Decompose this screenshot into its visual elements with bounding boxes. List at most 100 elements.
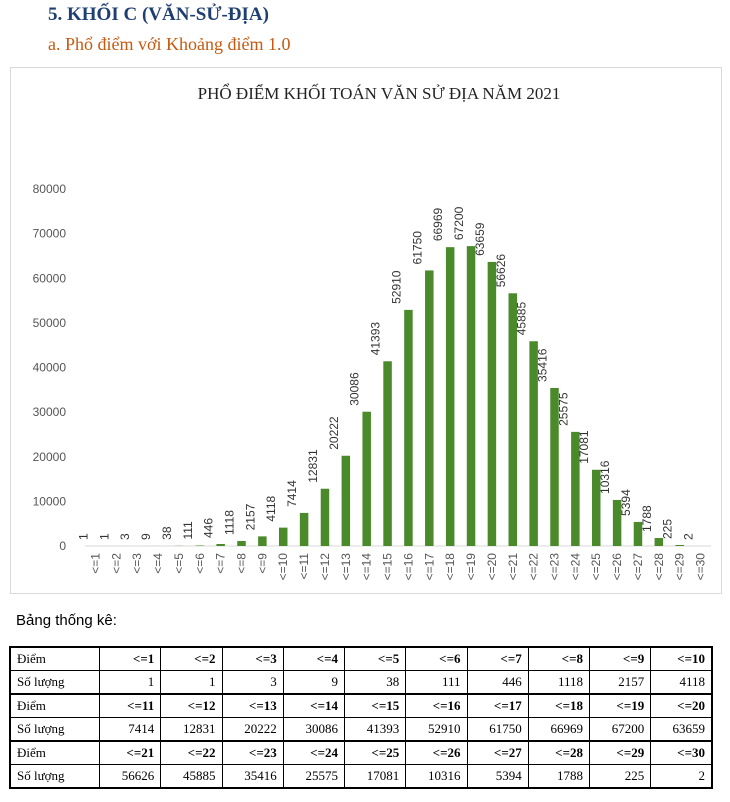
data-label: 2157: [243, 503, 257, 530]
y-tick-label: 20000: [33, 450, 67, 464]
x-tick-label: <=27: [631, 553, 645, 581]
table-cell-so-luong: 17081: [343, 764, 407, 789]
bar: [362, 411, 371, 546]
table-cell-so-luong: 1118: [527, 670, 591, 695]
x-tick-label: <=14: [360, 553, 374, 581]
table-cell-so-luong: 67200: [588, 717, 652, 742]
x-tick-label: <=5: [172, 553, 186, 574]
table-cell-diem: <=1: [98, 646, 162, 671]
bar: [612, 499, 622, 546]
table-cell-diem: <=26: [405, 740, 468, 765]
data-label: 61750: [410, 231, 424, 265]
y-tick-label: 40000: [33, 361, 67, 375]
data-label: 111: [181, 521, 195, 540]
table-cell-so-luong: 66969: [527, 717, 591, 742]
x-tick-label: <=1: [88, 553, 102, 574]
data-label: 30086: [348, 372, 362, 406]
bar: [571, 431, 580, 546]
x-tick-label: <=25: [589, 553, 603, 581]
x-tick-label: <=3: [130, 553, 144, 574]
bar: [320, 488, 330, 546]
x-tick-label: <=29: [673, 553, 687, 581]
table-cell-diem: <=21: [98, 740, 162, 765]
bar: [529, 341, 538, 546]
bar-chart: PHỔ ĐIỂM KHỐI TOÁN VĂN SỬ ĐỊA NĂM 2021 0…: [33, 83, 711, 581]
table-cell-diem: <=29: [588, 740, 652, 765]
x-tick-label: <=2: [109, 553, 123, 574]
table-cell-so-luong: 2: [650, 764, 713, 789]
data-label: 17081: [577, 430, 591, 464]
chart-container: PHỔ ĐIỂM KHỐI TOÁN VĂN SỬ ĐỊA NĂM 2021 0…: [10, 67, 722, 594]
y-tick-label: 70000: [33, 227, 67, 241]
bar: [341, 455, 351, 546]
x-tick-label: <=9: [255, 553, 269, 574]
data-label: 1: [76, 533, 90, 540]
bar: [550, 387, 559, 546]
x-tick-label: <=4: [151, 553, 165, 574]
data-label: 41393: [369, 322, 383, 356]
table-cell-so-luong: 9: [282, 670, 346, 695]
y-tick-label: 0: [59, 539, 66, 553]
table-cell-diem: <=13: [221, 693, 284, 718]
data-label: 1118: [223, 510, 237, 535]
table-cell-so-luong: 2157: [588, 670, 652, 695]
table-cell-diem: <=15: [343, 693, 407, 718]
stats-caption: Bảng thống kê:: [16, 612, 117, 629]
x-tick-label: <=23: [548, 553, 562, 581]
table-row-so-luong: Số lượng 1 1 3 9 38 111 446 1118 2157 4118: [9, 670, 713, 695]
stats-table: Điểm <=1 <=2 <=3 <=4 <=5 <=6 <=7 <=8 <=9 <=10 Số lư…: [9, 646, 713, 789]
x-tick-label: <=6: [193, 553, 207, 574]
x-tick-label: <=12: [318, 553, 332, 581]
data-label: 4118: [264, 495, 278, 521]
table-cell-diem: <=24: [282, 740, 346, 765]
table-cell-diem: <=3: [221, 646, 284, 671]
data-label: 66969: [431, 207, 445, 241]
x-tick-label: <=15: [381, 553, 395, 581]
data-label: 1: [97, 533, 111, 540]
y-tick-label: 30000: [33, 405, 67, 419]
table-cell-so-luong: 7414: [98, 717, 162, 742]
table-cell-so-luong: 30086: [282, 717, 346, 742]
data-label: 63659: [473, 222, 487, 256]
bar: [508, 293, 518, 546]
data-label: 2: [682, 533, 696, 540]
bar: [258, 536, 267, 546]
section-heading: 5. KHỐI C (VĂN-SỬ-ĐỊA): [48, 4, 269, 25]
bar: [216, 544, 225, 546]
table-row-diem: Điểm <=21 <=22 <=23 <=24 <=25 <=26 <=27 <=28 <=29…: [9, 740, 713, 765]
table-cell-so-luong: 1: [98, 670, 162, 695]
table-cell-diem: <=10: [650, 646, 713, 671]
bar: [237, 541, 246, 546]
x-tick-label: <=22: [527, 553, 541, 581]
table-cell-diem: <=17: [466, 693, 529, 718]
table-cell-diem: <=20: [650, 693, 713, 718]
table-cell-diem: <=7: [466, 646, 529, 671]
table-cell-diem: <=16: [405, 693, 468, 718]
y-tick-label: 50000: [33, 316, 67, 330]
table-cell-so-luong: 1: [160, 670, 223, 695]
table-cell-diem: <=11: [98, 693, 162, 718]
table-cell-so-luong: 4118: [650, 670, 713, 695]
x-tick-label: <=26: [610, 553, 624, 581]
x-tick-label: <=10: [276, 553, 290, 581]
row-label: Điểm: [9, 693, 100, 718]
table-cell-diem: <=22: [160, 740, 223, 765]
data-label: 3: [118, 533, 132, 540]
x-tick-label: <=20: [485, 553, 499, 581]
table-cell-so-luong: 446: [466, 670, 529, 695]
table-cell-diem: <=12: [160, 693, 223, 718]
table-row-diem: Điểm <=1 <=2 <=3 <=4 <=5 <=6 <=7 <=8 <=9 <=10: [9, 646, 713, 671]
table-cell-so-luong: 12831: [160, 717, 223, 742]
data-label: 20222: [327, 416, 341, 450]
x-tick-label: <=13: [339, 553, 353, 581]
table-cell-so-luong: 111: [405, 670, 468, 695]
table-cell-so-luong: 35416: [221, 764, 284, 789]
y-tick-label: 80000: [33, 182, 67, 196]
bar: [466, 246, 476, 546]
data-label: 7414: [285, 480, 299, 507]
data-label: 5394: [619, 489, 633, 516]
table-cell-diem: <=28: [527, 740, 591, 765]
bar: [383, 361, 392, 546]
table-cell-diem: <=25: [343, 740, 407, 765]
x-tick-label: <=24: [568, 553, 582, 581]
